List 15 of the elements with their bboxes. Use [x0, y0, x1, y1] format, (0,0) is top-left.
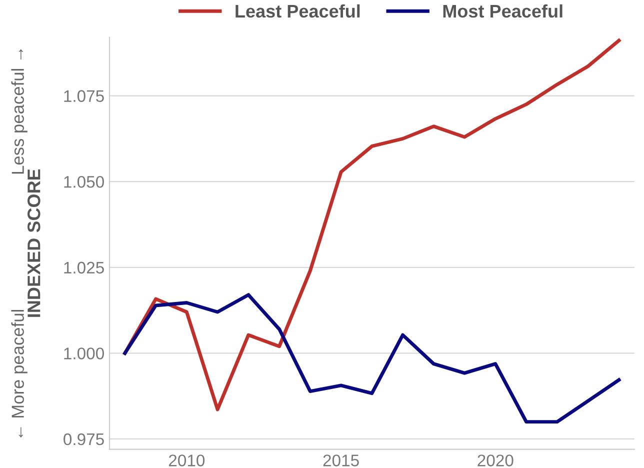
- x-tick-label: 2015: [323, 454, 359, 466]
- legend-label: Most Peaceful: [443, 4, 562, 18]
- y-tick-label: 1.025: [64, 262, 104, 274]
- legend-label: Least Peaceful: [236, 4, 360, 18]
- y-axis-title: INDEXED SCORE: [28, 169, 40, 317]
- text: ← More peaceful: [11, 310, 28, 438]
- line-series: [123, 293, 621, 424]
- x-tick-label: 2010: [168, 454, 205, 466]
- text: Less peaceful →: [11, 49, 28, 174]
- x-tick-label: 2020: [478, 454, 514, 466]
- line-series: [123, 38, 621, 412]
- y-tick-label: 1.050: [64, 176, 104, 188]
- y-tick-label: 1.000: [64, 348, 104, 360]
- y-tick-label: 1.075: [64, 90, 104, 102]
- y-tick-label: 0.975: [64, 433, 104, 446]
